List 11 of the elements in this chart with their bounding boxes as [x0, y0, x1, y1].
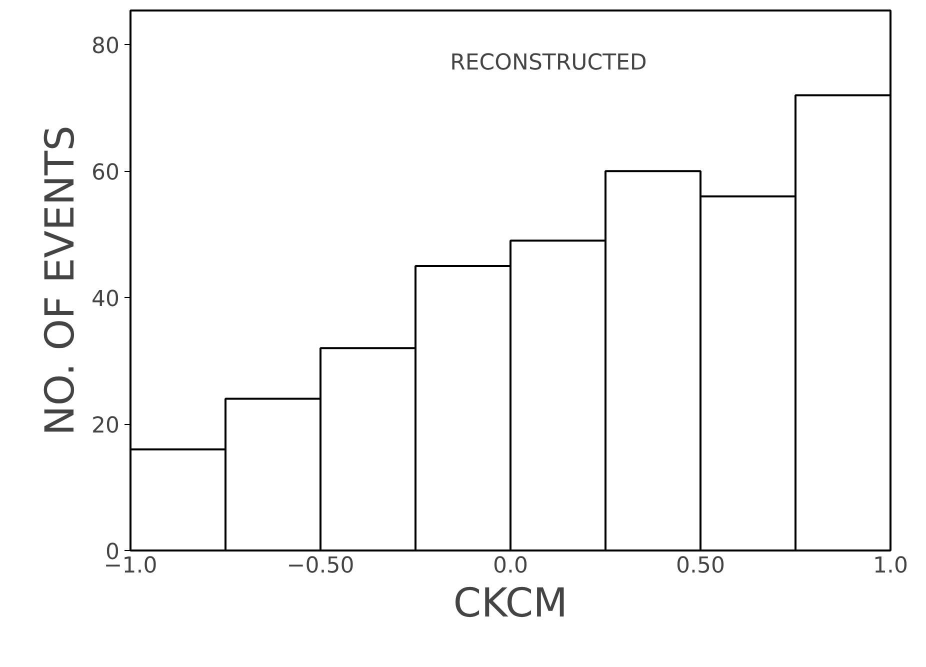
x-tick-label: −0.50	[286, 554, 354, 578]
y-tick-label: 40	[92, 287, 120, 312]
y-tick-label: 80	[92, 34, 120, 60]
y-tick-label: 60	[92, 160, 120, 186]
x-axis-title: CKCM	[453, 580, 568, 626]
x-tick-label: 1.0	[873, 554, 908, 578]
x-tick-label: 0.50	[676, 554, 725, 578]
x-tick-label: 0.0	[493, 554, 528, 578]
y-tick-label: 20	[92, 414, 120, 439]
y-axis-title: NO. OF EVENTS	[38, 125, 84, 436]
annotation: RECONSTRUCTED	[450, 50, 647, 76]
